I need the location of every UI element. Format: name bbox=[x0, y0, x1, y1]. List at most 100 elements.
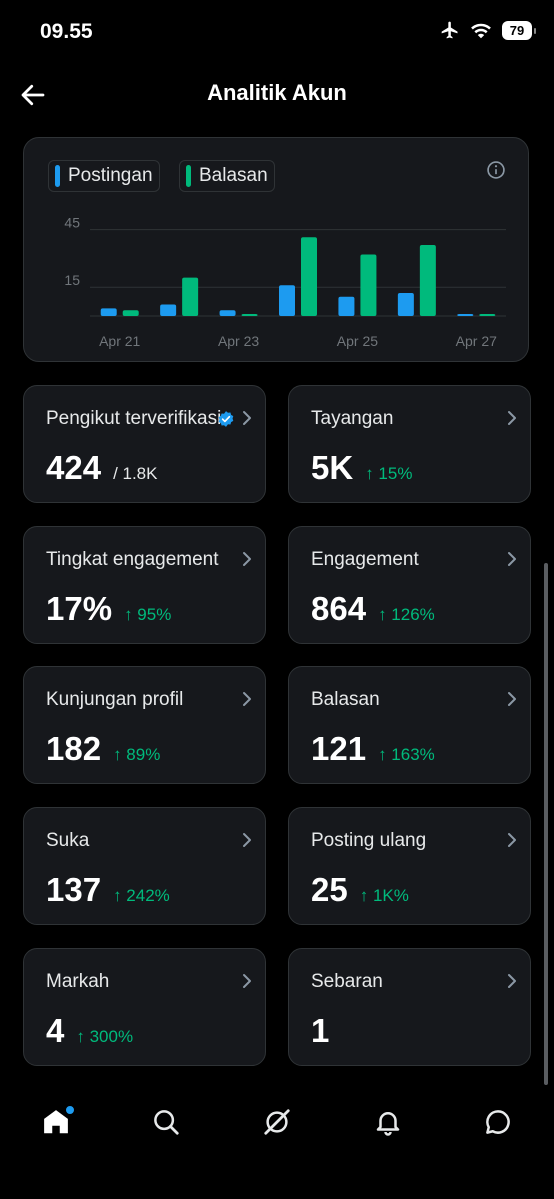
legend-label-postingan: Postingan bbox=[68, 165, 153, 186]
tile-change: ↑ 1K% bbox=[359, 886, 409, 905]
tile-label: Sebaran bbox=[311, 971, 383, 992]
messages-icon bbox=[486, 1110, 510, 1134]
chevron-right-icon bbox=[508, 692, 516, 706]
y-tick-label: 15 bbox=[64, 272, 80, 288]
tile-value-row: 4 ↑ 300% bbox=[46, 1012, 133, 1050]
status-icons: 79 bbox=[440, 20, 536, 40]
tile-label: Kunjungan profil bbox=[46, 689, 184, 710]
tile-value-row: 864 ↑ 126% bbox=[311, 590, 435, 628]
x-tick-label: Apr 21 bbox=[99, 333, 140, 349]
nav-search[interactable] bbox=[138, 1094, 194, 1150]
metric-tile[interactable]: Tayangan 5K ↑ 15% bbox=[288, 385, 531, 503]
bar-balasan bbox=[241, 314, 258, 316]
nav-home[interactable] bbox=[28, 1094, 84, 1150]
battery-indicator: 79 bbox=[502, 20, 536, 40]
wifi-icon bbox=[471, 23, 491, 39]
chevron-right-icon bbox=[508, 552, 516, 566]
home-icon bbox=[44, 1110, 68, 1134]
tile-change: ↑ 242% bbox=[113, 886, 170, 905]
legend-label-balasan: Balasan bbox=[199, 165, 268, 186]
airplane-icon bbox=[441, 21, 458, 39]
metric-tile[interactable]: Markah 4 ↑ 300% bbox=[23, 948, 266, 1066]
chevron-right-icon bbox=[243, 974, 251, 988]
header: Analitik Akun bbox=[0, 66, 554, 122]
nav-notifications[interactable] bbox=[360, 1094, 416, 1150]
tile-change: ↑ 89% bbox=[113, 745, 161, 764]
chevron-right-icon bbox=[243, 411, 251, 425]
metric-tile[interactable]: Balasan 121 ↑ 163% bbox=[288, 666, 531, 784]
info-icon[interactable] bbox=[486, 160, 506, 180]
scrollbar[interactable] bbox=[544, 563, 548, 1085]
bar-balasan bbox=[182, 277, 199, 316]
tile-value-row: 17% ↑ 95% bbox=[46, 590, 171, 628]
tile-value: 182 bbox=[46, 730, 102, 767]
bar-postingan bbox=[160, 304, 177, 316]
back-button[interactable] bbox=[18, 80, 48, 110]
x-tick-label: Apr 25 bbox=[337, 333, 378, 349]
metric-tile[interactable]: Sebaran 1 bbox=[288, 948, 531, 1066]
tile-change: ↑ 95% bbox=[124, 605, 172, 624]
tile-label: Pengikut terverifikasi bbox=[46, 408, 222, 429]
x-tick-label: Apr 27 bbox=[456, 333, 497, 349]
tile-label: Engagement bbox=[311, 549, 419, 570]
tile-label: Posting ulang bbox=[311, 830, 427, 851]
tile-value-row: 5K ↑ 15% bbox=[311, 449, 412, 487]
chevron-right-icon bbox=[243, 833, 251, 847]
status-time: 09.55 bbox=[40, 20, 93, 43]
bar-balasan bbox=[479, 314, 496, 316]
tile-value: 137 bbox=[46, 871, 102, 908]
tile-value: 25 bbox=[311, 871, 348, 908]
chevron-right-icon bbox=[243, 692, 251, 706]
tile-label: Tayangan bbox=[311, 408, 394, 429]
metric-tile[interactable]: Engagement 864 ↑ 126% bbox=[288, 526, 531, 644]
bar-postingan bbox=[338, 296, 355, 316]
tile-label: Tingkat engagement bbox=[46, 549, 219, 570]
bottom-nav bbox=[0, 1090, 554, 1152]
tile-value: 864 bbox=[311, 590, 367, 627]
tile-value: 4 bbox=[46, 1012, 65, 1049]
grok-icon bbox=[264, 1109, 290, 1135]
bar-balasan bbox=[360, 254, 377, 316]
tile-label: Markah bbox=[46, 971, 110, 992]
notification-dot bbox=[64, 1104, 76, 1116]
bar-postingan bbox=[100, 308, 117, 316]
legend-postingan[interactable]: Postingan bbox=[48, 160, 160, 192]
tile-value-row: 137 ↑ 242% bbox=[46, 871, 170, 909]
bar-postingan bbox=[397, 292, 414, 316]
tile-value-row: 182 ↑ 89% bbox=[46, 730, 160, 768]
bar-postingan bbox=[219, 310, 236, 316]
metric-tile[interactable]: Tingkat engagement 17% ↑ 95% bbox=[23, 526, 266, 644]
x-tick-label: Apr 23 bbox=[218, 333, 259, 349]
metric-tile[interactable]: Suka 137 ↑ 242% bbox=[23, 807, 266, 925]
bar-balasan bbox=[419, 244, 436, 316]
metric-tile[interactable]: Kunjungan profil 182 ↑ 89% bbox=[23, 666, 266, 784]
tile-value: 121 bbox=[311, 730, 367, 767]
tile-value-row: 25 ↑ 1K% bbox=[311, 871, 409, 909]
legend-balasan[interactable]: Balasan bbox=[179, 160, 275, 192]
metric-tile[interactable]: Posting ulang 25 ↑ 1K% bbox=[288, 807, 531, 925]
chevron-right-icon bbox=[508, 411, 516, 425]
tile-value-row: 1 bbox=[311, 1012, 329, 1050]
metric-tile[interactable]: Pengikut terverifikasi 424 / 1.8K bbox=[23, 385, 266, 503]
nav-messages[interactable] bbox=[470, 1094, 526, 1150]
bell-icon bbox=[376, 1112, 400, 1136]
y-tick-label: 45 bbox=[64, 215, 80, 231]
tile-label: Suka bbox=[46, 830, 90, 851]
legend-swatch-balasan bbox=[186, 165, 191, 187]
verified-badge-icon bbox=[218, 411, 234, 427]
tile-value: 424 bbox=[46, 449, 102, 486]
bar-balasan bbox=[301, 237, 317, 316]
tile-change: ↑ 15% bbox=[365, 464, 413, 483]
tile-change: ↑ 163% bbox=[378, 745, 435, 764]
search-icon bbox=[154, 1110, 179, 1135]
legend-swatch-postingan bbox=[55, 165, 60, 187]
nav-grok[interactable] bbox=[249, 1094, 305, 1150]
bar-postingan bbox=[279, 285, 295, 316]
bar-chart: 15 45 Apr 21 Apr 23 Apr 25 Apr 27 bbox=[64, 215, 506, 349]
tile-value: 5K bbox=[311, 449, 354, 486]
status-bar: 09.55 79 bbox=[0, 0, 554, 66]
tile-value-row: 121 ↑ 163% bbox=[311, 730, 435, 768]
chevron-right-icon bbox=[243, 552, 251, 566]
chevron-right-icon bbox=[508, 974, 516, 988]
tile-value: 1 bbox=[311, 1012, 330, 1049]
